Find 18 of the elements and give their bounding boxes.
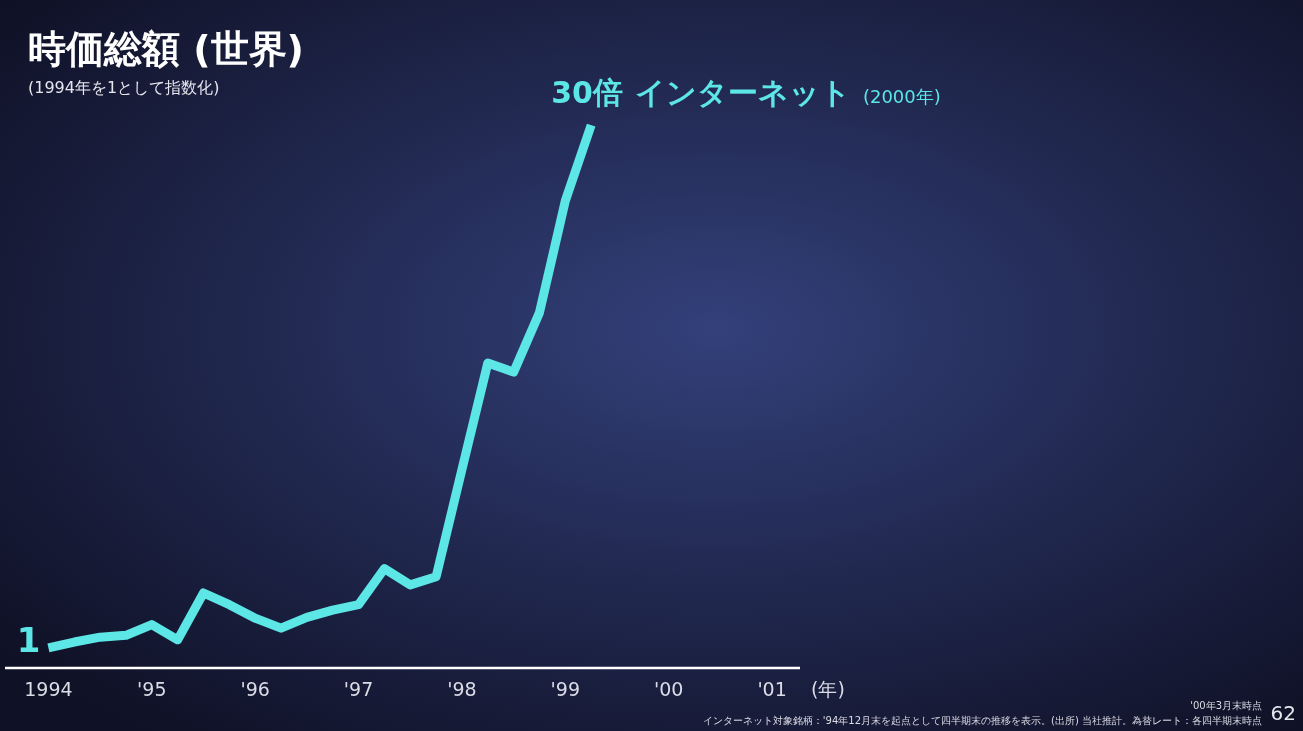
x-tick-label: 1994 [24, 678, 73, 700]
x-tick-label: '99 [550, 678, 581, 700]
data-label: 1 [16, 619, 41, 660]
x-tick-label: '97 [343, 678, 374, 700]
text: '00年3月末時点 [1190, 700, 1262, 711]
x-axis-title: (年) [811, 678, 845, 700]
text: (2000年) [862, 86, 941, 108]
x-tick-label: '00 [654, 678, 684, 700]
text: インターネット対象銘柄：'94年12月末を起点として四半期末の推移を表示。(出所) 当社推計。為替レート：各四半期末時点 [702, 715, 1262, 726]
data-label: 30倍 [551, 75, 623, 111]
x-tick-label: '01 [757, 678, 787, 700]
x-tick-label: '98 [447, 678, 477, 700]
series-label: インターネット [634, 75, 851, 111]
x-tick-label: '96 [240, 678, 270, 700]
chart-title: 時価総額 (世界) [28, 27, 304, 71]
x-tick-label: '95 [137, 678, 167, 700]
chart-subtitle: (1994年を1として指数化) [28, 78, 220, 97]
text: 62 [1270, 701, 1296, 725]
